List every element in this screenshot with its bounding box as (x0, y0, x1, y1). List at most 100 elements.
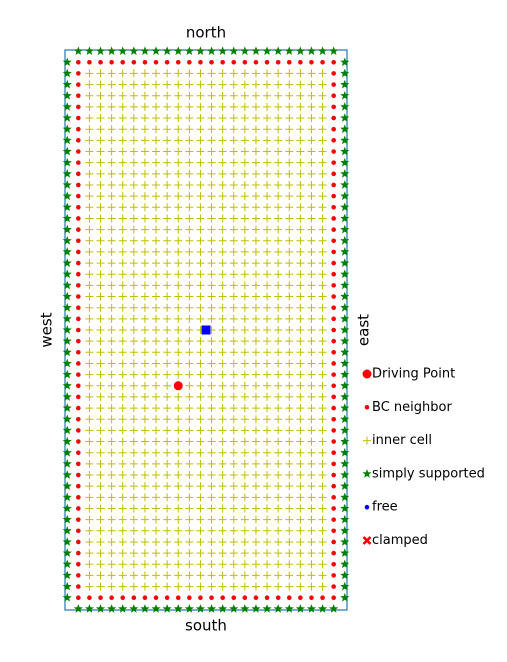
inner-cell (196, 158, 205, 167)
inner-cell (152, 337, 161, 346)
inner-cell (85, 582, 94, 591)
boundary-cell (62, 503, 72, 513)
boundary-cell (340, 291, 350, 301)
boundary-cell (218, 604, 228, 613)
inner-cell (163, 526, 172, 535)
inner-cell (85, 203, 94, 212)
neighbor-cell (76, 227, 81, 232)
boundary-cell (340, 169, 350, 178)
label-south: south (185, 617, 227, 635)
inner-cell (229, 114, 238, 123)
inner-cell (196, 526, 205, 535)
inner-cell (140, 247, 149, 256)
inner-cell (318, 147, 327, 156)
neighbor-cell (309, 59, 314, 65)
boundary-cell (62, 314, 72, 323)
boundary-cell (340, 113, 350, 122)
inner-cell (296, 114, 305, 123)
label-east: east (355, 314, 373, 346)
inner-cell (118, 136, 127, 145)
inner-cell (229, 281, 238, 290)
neighbor-cell (331, 126, 336, 132)
inner-cell (318, 392, 327, 401)
inner-cell (307, 102, 316, 111)
boundary-cell (62, 392, 72, 401)
boundary-cell (62, 403, 72, 412)
neighbor-cell (275, 595, 281, 601)
inner-cell (263, 426, 272, 435)
inner-cell (296, 582, 305, 591)
inner-cell (240, 459, 249, 468)
inner-cell (240, 214, 249, 223)
inner-cell (140, 314, 149, 323)
inner-cell (118, 147, 127, 156)
inner-cell (307, 91, 316, 100)
inner-cell (251, 471, 260, 480)
inner-cell (129, 549, 138, 558)
inner-cell (218, 69, 227, 78)
inner-cell (163, 314, 172, 323)
neighbor-cell (331, 517, 336, 522)
inner-cell (307, 259, 316, 268)
inner-cell (152, 180, 161, 189)
inner-cell (207, 247, 216, 256)
inner-cell (174, 192, 183, 201)
inner-cell (152, 158, 161, 167)
inner-cell (307, 448, 316, 457)
boundary-cell (340, 459, 350, 468)
inner-cell (152, 303, 161, 312)
inner-cell (129, 236, 138, 245)
inner-cell (140, 214, 149, 223)
inner-cell (85, 448, 94, 457)
inner-cell (85, 169, 94, 178)
inner-cell (196, 471, 205, 480)
neighbor-cell (76, 238, 81, 244)
inner-cell (118, 493, 127, 502)
inner-cell (96, 180, 105, 189)
legend-label: BC neighbor (372, 400, 452, 415)
inner-cell (85, 303, 94, 312)
inner-cell (174, 80, 183, 89)
inner-cell (285, 203, 294, 212)
inner-cell (152, 270, 161, 279)
inner-cell (218, 560, 227, 569)
inner-cell (251, 560, 260, 569)
inner-cell (207, 493, 216, 502)
inner-cell (240, 392, 249, 401)
inner-cell (207, 136, 216, 145)
neighbor-cell (76, 483, 81, 489)
inner-cell (107, 125, 116, 134)
boundary-cell (62, 191, 72, 201)
boundary-cell (62, 113, 72, 122)
inner-cell (218, 214, 227, 223)
boundary-cell (62, 57, 72, 67)
inner-cell (96, 169, 105, 178)
inner-cell (251, 270, 260, 279)
inner-cell (229, 102, 238, 111)
inner-cell (251, 247, 260, 256)
inner-cell (140, 437, 149, 446)
inner-cell (307, 437, 316, 446)
inner-cell (229, 314, 238, 323)
inner-cell (285, 91, 294, 100)
inner-cell (96, 326, 105, 334)
neighbor-cell (76, 495, 81, 500)
inner-cell (140, 392, 149, 401)
inner-cell (274, 571, 283, 580)
boundary-cell (184, 46, 194, 55)
inner-cell (307, 337, 316, 346)
inner-cell (174, 203, 183, 212)
inner-cell (296, 482, 305, 491)
boundary-cell (340, 79, 350, 89)
boundary-cell (340, 548, 350, 557)
boundary-cell (62, 169, 72, 178)
neighbor-cell (298, 59, 303, 65)
inner-cell (296, 192, 305, 201)
inner-cell (163, 303, 172, 312)
inner-cell (174, 515, 183, 524)
inner-cell (96, 404, 105, 413)
inner-cell (318, 437, 327, 446)
inner-cell (274, 348, 283, 357)
inner-cell (118, 482, 127, 491)
inner-cell (251, 437, 260, 446)
